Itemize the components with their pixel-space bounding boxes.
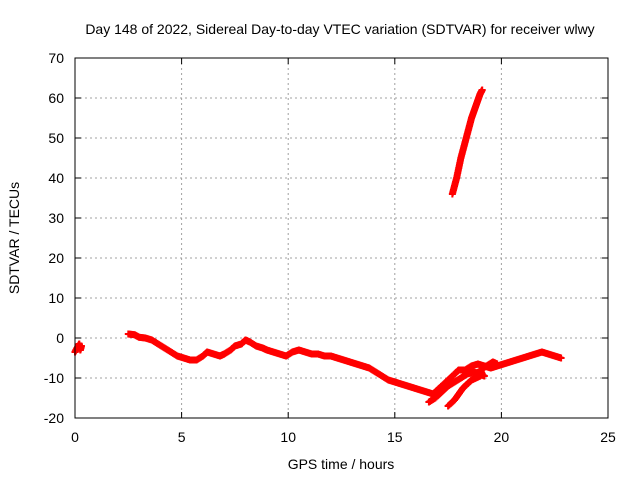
series-segment-1 — [71, 340, 85, 356]
chart-title: Day 148 of 2022, Sidereal Day-to-day VTE… — [85, 21, 594, 37]
x-tick-label: 10 — [280, 429, 296, 445]
x-tick-label: 5 — [178, 429, 186, 445]
data-point — [493, 360, 501, 368]
y-tick-label: 20 — [48, 250, 64, 266]
y-tick-label: -20 — [44, 410, 64, 426]
y-tick-label: 60 — [48, 90, 64, 106]
grid-lines — [75, 58, 608, 418]
data-point — [557, 354, 565, 362]
x-tick-label: 20 — [494, 429, 510, 445]
x-tick-label: 0 — [71, 429, 79, 445]
y-axis-label: SDTVAR / TECUs — [6, 182, 22, 294]
data-point — [77, 342, 85, 350]
axis-ticks: 0 5 10 15 20 25 -20 -10 0 10 20 30 40 50 60 70 — [44, 50, 616, 445]
x-tick-label: 25 — [600, 429, 616, 445]
y-tick-label: 0 — [56, 330, 64, 346]
x-tick-label: 15 — [387, 429, 403, 445]
y-tick-label: 10 — [48, 290, 64, 306]
y-tick-label: -10 — [44, 370, 64, 386]
y-tick-label: 70 — [48, 50, 64, 66]
y-tick-label: 40 — [48, 170, 64, 186]
series-segment-2 — [124, 330, 565, 398]
plot-frame — [74, 57, 609, 419]
data-point — [478, 86, 486, 94]
series-segment-4 — [444, 358, 501, 410]
data-series — [71, 86, 565, 410]
y-tick-label: 30 — [48, 210, 64, 226]
y-tick-label: 50 — [48, 130, 64, 146]
x-axis-label: GPS time / hours — [288, 456, 395, 472]
series-segment-5 — [448, 86, 486, 198]
